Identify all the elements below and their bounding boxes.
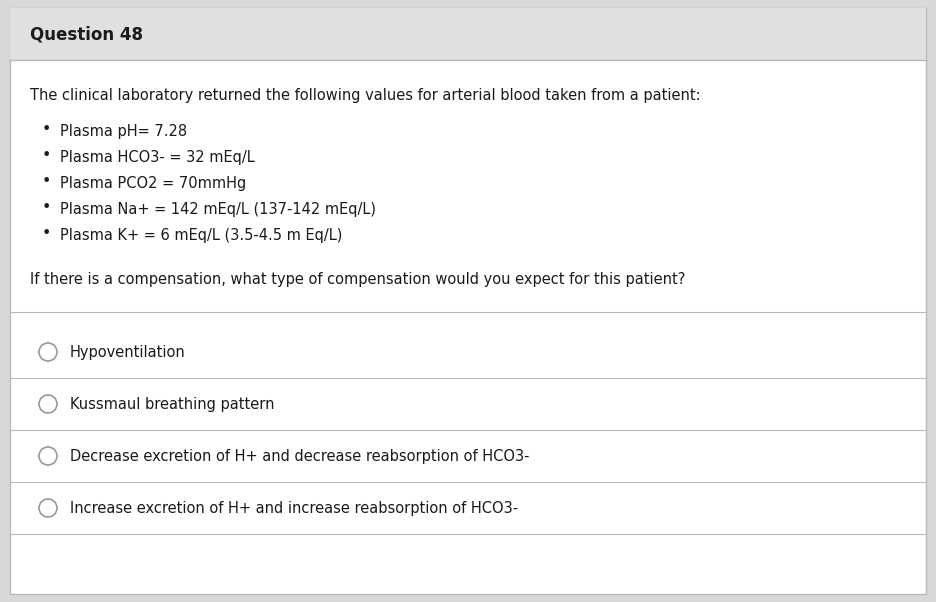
Text: Hypoventilation: Hypoventilation: [70, 344, 185, 359]
Text: •: •: [41, 122, 51, 137]
Text: Plasma HCO3- = 32 mEq/L: Plasma HCO3- = 32 mEq/L: [60, 150, 255, 165]
FancyBboxPatch shape: [10, 8, 926, 594]
Text: •: •: [41, 226, 51, 241]
Text: •: •: [41, 200, 51, 215]
Text: Plasma K+ = 6 mEq/L (3.5-4.5 m Eq/L): Plasma K+ = 6 mEq/L (3.5-4.5 m Eq/L): [60, 228, 343, 243]
Text: Plasma PCO2 = 70mmHg: Plasma PCO2 = 70mmHg: [60, 176, 246, 191]
Text: The clinical laboratory returned the following values for arterial blood taken f: The clinical laboratory returned the fol…: [30, 88, 701, 103]
Text: Question 48: Question 48: [30, 25, 143, 43]
Text: Plasma pH= 7.28: Plasma pH= 7.28: [60, 124, 187, 139]
Text: Kussmaul breathing pattern: Kussmaul breathing pattern: [70, 397, 274, 412]
Text: •: •: [41, 174, 51, 189]
Text: •: •: [41, 148, 51, 163]
Text: If there is a compensation, what type of compensation would you expect for this : If there is a compensation, what type of…: [30, 272, 685, 287]
FancyBboxPatch shape: [10, 8, 926, 60]
Text: Decrease excretion of H+ and decrease reabsorption of HCO3-: Decrease excretion of H+ and decrease re…: [70, 448, 530, 464]
Text: Plasma Na+ = 142 mEq/L (137-142 mEq/L): Plasma Na+ = 142 mEq/L (137-142 mEq/L): [60, 202, 376, 217]
Text: Increase excretion of H+ and increase reabsorption of HCO3-: Increase excretion of H+ and increase re…: [70, 500, 519, 515]
